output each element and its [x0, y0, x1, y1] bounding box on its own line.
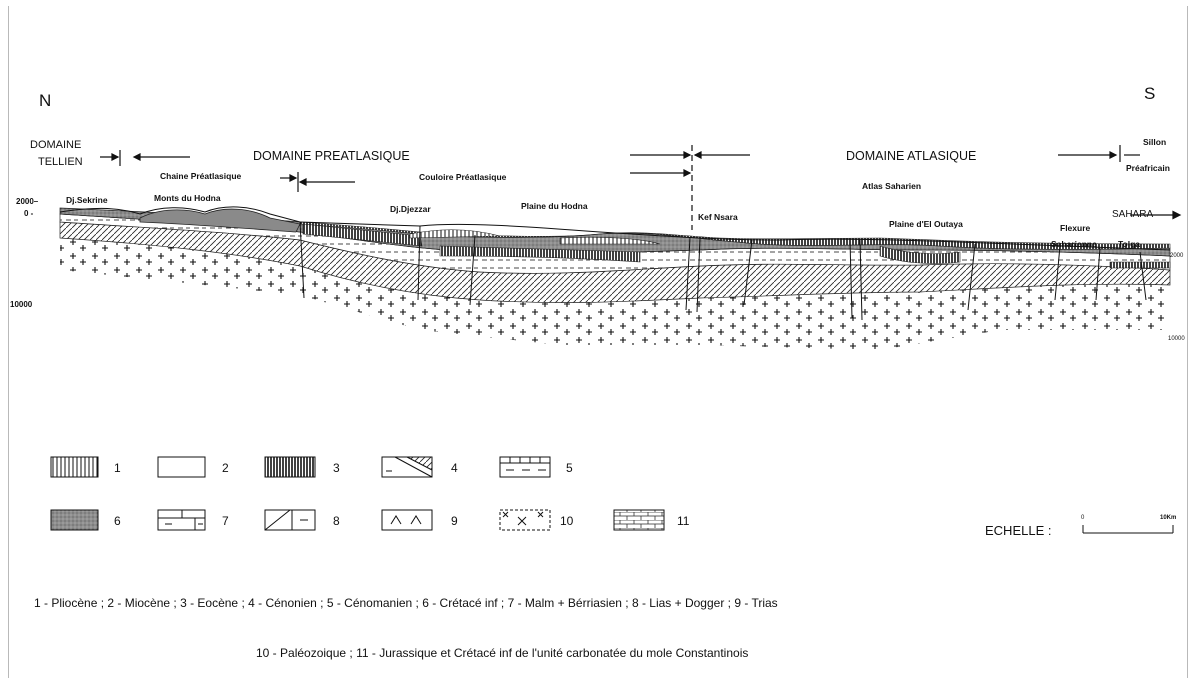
legend-num-9: 9 [451, 514, 458, 528]
caption-line-2: 10 - Paléozoique ; 11 - Jurassique et Cr… [256, 646, 749, 660]
legend-num-4: 4 [451, 461, 458, 475]
legend-swatch-1 [50, 456, 99, 478]
south-label: S [1144, 84, 1156, 103]
legend-num-10: 10 [560, 514, 574, 528]
axis-left-10000: 10000 [10, 300, 33, 309]
legend-swatch-8 [264, 509, 316, 531]
sillon-label-line1: Sillon [1143, 137, 1167, 147]
plaine-hodna-label: Plaine du Hodna [521, 201, 588, 211]
scale-end: 10Km [1160, 515, 1177, 521]
legend-swatch-6 [50, 509, 99, 531]
domaine-preatlasique-label: DOMAINE PREATLASIQUE [253, 149, 410, 163]
legend-swatch-3 [264, 456, 316, 478]
legend-swatch-11 [613, 509, 665, 531]
legend-swatch-4 [381, 456, 433, 478]
axis-left-zero: 0 - [24, 209, 34, 218]
legend-num-1: 1 [114, 461, 121, 475]
tolga-label: Tolga [1118, 239, 1141, 249]
legend-swatch-7 [157, 509, 206, 531]
axis-right-10000: 10000 [1168, 336, 1185, 342]
legend-num-2: 2 [222, 461, 229, 475]
flexure-label-line1: Flexure [1060, 223, 1091, 233]
atlas-saharien-label: Atlas Saharien [862, 181, 922, 191]
legend-num-5: 5 [566, 461, 573, 475]
legend-swatch-5 [499, 456, 551, 478]
legend-swatch-9 [381, 509, 433, 531]
scale-label: ECHELLE : [985, 523, 1052, 538]
djezzar-label: Dj.Djezzar [390, 204, 431, 214]
figure-frame [8, 6, 1188, 678]
kef-nsara-label: Kef Nsara [698, 212, 738, 222]
legend-num-7: 7 [222, 514, 229, 528]
legend-num-6: 6 [114, 514, 121, 528]
couloire-label: Couloire Préatlasique [419, 172, 507, 182]
sekrine-label: Dj.Sekrine [66, 195, 108, 205]
flexure-label-line2: Saharienne [1051, 239, 1097, 249]
sillon-label-line2: Préafricain [1126, 163, 1170, 173]
domaine-tellien-line1: DOMAINE [30, 139, 82, 151]
sahara-label: SAHARA [1112, 209, 1154, 220]
legend-num-8: 8 [333, 514, 340, 528]
legend-num-11: 11 [677, 514, 690, 528]
legend-swatch-10 [499, 509, 551, 531]
north-label: N [39, 91, 52, 110]
domaine-tellien-line2: TELLIEN [38, 156, 83, 168]
monts-hodna-label: Monts du Hodna [154, 193, 221, 203]
chaine-preatlasique-label: Chaine Préatlasique [160, 171, 242, 181]
legend-swatch-2 [157, 456, 206, 478]
scale-start: 0 [1081, 515, 1085, 521]
caption-line-1: 1 - Pliocène ; 2 - Miocène ; 3 - Eocène … [34, 596, 778, 610]
axis-right-2000: 2000 [1170, 253, 1184, 259]
legend-num-3: 3 [333, 461, 340, 475]
axis-left-2000: 2000– [16, 197, 39, 206]
domaine-atlasique-label: DOMAINE ATLASIQUE [846, 149, 977, 163]
plaine-outaya-label: Plaine d'El Outaya [889, 219, 963, 229]
